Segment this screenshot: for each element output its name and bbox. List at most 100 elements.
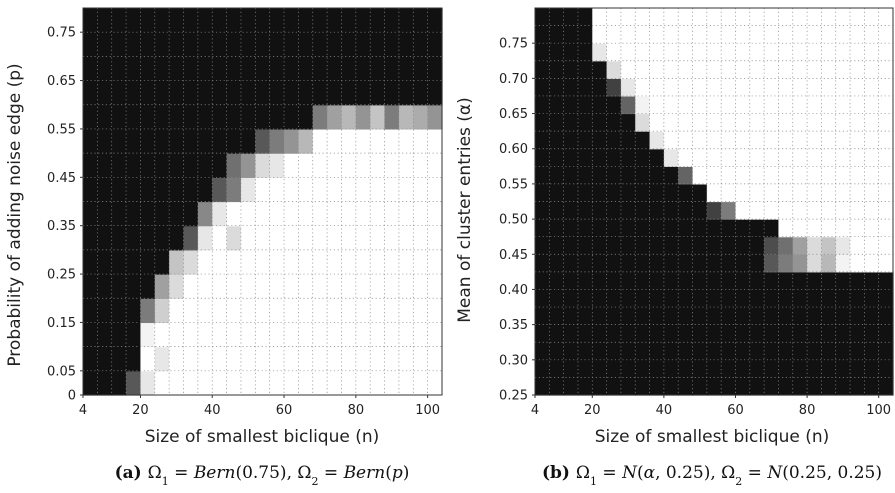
heatmap-cell bbox=[764, 113, 780, 132]
heatmap-cell bbox=[140, 32, 156, 57]
heatmap-cell bbox=[663, 342, 679, 361]
heatmap-cell bbox=[384, 177, 400, 203]
heatmap-cell bbox=[606, 359, 622, 379]
heatmap-cell bbox=[549, 131, 565, 150]
heatmap-cell bbox=[126, 153, 142, 178]
heatmap-cell bbox=[427, 249, 443, 275]
heatmap-cell bbox=[169, 322, 185, 348]
heatmap-cell bbox=[635, 342, 651, 361]
heatmap-cell bbox=[792, 8, 808, 27]
y-tick-label: 0.75 bbox=[47, 26, 76, 41]
heatmap-cell bbox=[563, 289, 579, 308]
heatmap-cell bbox=[577, 131, 593, 150]
heatmap-cell bbox=[140, 128, 156, 154]
heatmap-cell bbox=[183, 274, 199, 299]
heatmap-cell bbox=[850, 271, 865, 291]
x-tick-label: 100 bbox=[866, 403, 891, 418]
heatmap-cell bbox=[706, 342, 722, 361]
heatmap-cell bbox=[678, 271, 694, 291]
heatmap-cell bbox=[341, 177, 357, 203]
heatmap-cell bbox=[663, 359, 679, 379]
heatmap-cell bbox=[197, 56, 213, 82]
heatmap-cell bbox=[692, 201, 708, 220]
caption-b: (b) Ω1 = N(α, 0.25), Ω2 = N(0.25, 0.25) bbox=[542, 463, 882, 488]
heatmap-cell bbox=[850, 183, 865, 203]
heatmap-cell bbox=[535, 324, 550, 343]
heatmap-cell bbox=[535, 219, 550, 238]
heatmap-cell bbox=[226, 104, 242, 130]
heatmap-cell bbox=[154, 153, 170, 178]
heatmap-cell bbox=[212, 153, 228, 178]
heatmap-cell bbox=[678, 95, 694, 115]
heatmap-cell bbox=[370, 274, 386, 299]
heatmap-cell bbox=[226, 32, 242, 57]
heatmap-cell bbox=[821, 60, 837, 79]
heatmap-cell bbox=[663, 377, 679, 396]
heatmap-cell bbox=[864, 25, 880, 44]
heatmap-cell bbox=[649, 201, 665, 220]
heatmap-cell bbox=[749, 166, 765, 185]
heatmap-cell bbox=[255, 298, 271, 324]
heatmap-cell bbox=[749, 201, 765, 220]
heatmap-cell bbox=[111, 32, 127, 57]
y-tick-label: 0.65 bbox=[499, 107, 528, 122]
heatmap-cell bbox=[226, 225, 242, 251]
heatmap-cell bbox=[663, 131, 679, 150]
heatmap-cell bbox=[778, 201, 794, 220]
heatmap-cell bbox=[606, 8, 622, 27]
heatmap-cell bbox=[549, 359, 565, 379]
heatmap-cell bbox=[678, 43, 694, 62]
heatmap-cell bbox=[154, 177, 170, 203]
caption-part: Ω bbox=[297, 463, 311, 483]
heatmap-cell bbox=[778, 377, 794, 396]
heatmap-cell bbox=[649, 183, 665, 203]
heatmap-cell bbox=[635, 131, 651, 150]
heatmap-cell bbox=[154, 8, 170, 33]
heatmap-cell bbox=[864, 95, 880, 115]
heatmap-cell bbox=[792, 131, 808, 150]
heatmap-cell bbox=[807, 359, 822, 379]
heatmap-cell bbox=[678, 236, 694, 255]
heatmap-cell bbox=[355, 201, 371, 227]
heatmap-cell bbox=[427, 80, 443, 106]
heatmap-cell bbox=[549, 289, 565, 308]
heatmap-cell bbox=[427, 177, 443, 203]
heatmap-cell bbox=[592, 43, 608, 62]
heatmap-cell bbox=[692, 148, 708, 167]
heatmap-cell bbox=[269, 104, 285, 130]
heatmap-cell bbox=[850, 307, 865, 326]
heatmap-cell bbox=[821, 131, 837, 150]
heatmap-cell bbox=[413, 177, 429, 203]
heatmap-cell bbox=[197, 128, 213, 154]
heatmap-cell bbox=[154, 225, 170, 251]
heatmap-cell bbox=[535, 307, 550, 326]
caption-part: N bbox=[621, 463, 638, 483]
heatmap-cell bbox=[169, 56, 185, 82]
heatmap-cell bbox=[792, 219, 808, 238]
heatmap-cell bbox=[535, 8, 550, 27]
heatmap-cell bbox=[835, 254, 851, 273]
heatmap-cell bbox=[749, 8, 765, 27]
heatmap-cell bbox=[792, 324, 808, 343]
heatmap-cell bbox=[284, 298, 299, 324]
heatmap-cell bbox=[111, 274, 127, 299]
heatmap-cell bbox=[240, 298, 256, 324]
heatmap-cell bbox=[721, 148, 737, 167]
heatmap-cell bbox=[563, 342, 579, 361]
heatmap-cell bbox=[706, 95, 722, 115]
heatmap-cell bbox=[592, 131, 608, 150]
heatmap-cell bbox=[183, 370, 199, 396]
heatmap-cell bbox=[635, 43, 651, 62]
heatmap-cell bbox=[169, 128, 185, 154]
heatmap-cell bbox=[663, 289, 679, 308]
y-tick-label: 0.35 bbox=[47, 219, 76, 234]
heatmap-cell bbox=[721, 25, 737, 44]
heatmap-cell bbox=[735, 377, 751, 396]
heatmap-cell bbox=[563, 166, 579, 185]
heatmap-cell bbox=[764, 359, 780, 379]
heatmap-cell bbox=[197, 32, 213, 57]
heatmap-cell bbox=[864, 148, 880, 167]
heatmap-cell bbox=[835, 43, 851, 62]
heatmap-cell bbox=[312, 56, 328, 82]
heatmap-cell bbox=[169, 104, 185, 130]
